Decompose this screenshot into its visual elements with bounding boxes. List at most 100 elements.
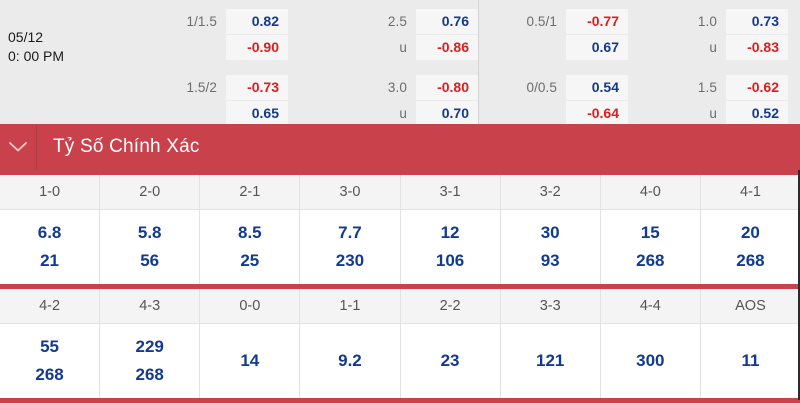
score-odds-value[interactable]: 5.8 — [137, 223, 162, 242]
score-block: 1-0 2-0 2-1 3-0 3-1 3-2 4-0 4-1 6.8 21 5.8 56 8.5 25 7… — [0, 170, 800, 284]
odds-value-button[interactable]: -0.73 — [226, 74, 288, 100]
score-odds-value[interactable]: 6.8 — [37, 223, 62, 242]
odds-value-button[interactable]: -0.83 — [726, 34, 788, 60]
match-time: 0: 00 PM — [8, 48, 65, 64]
score-odds-value[interactable]: 56 — [140, 251, 160, 270]
odds-block: 3.0 -0.80 u 0.70 — [288, 74, 478, 126]
score-odds-cell[interactable]: 300 — [601, 324, 701, 398]
score-odds-cell[interactable]: 5.8 56 — [100, 210, 201, 284]
score-odds-cell[interactable]: 55 268 — [0, 324, 101, 398]
score-column-header: 3-1 — [401, 175, 501, 209]
odds-row: u 0.70 — [288, 100, 478, 126]
score-odds-value[interactable]: 21 — [40, 251, 60, 270]
score-odds-cell[interactable]: 229 268 — [100, 324, 201, 398]
score-column-header: 1-1 — [300, 289, 401, 323]
score-odds-cell[interactable]: 15 268 — [601, 210, 701, 284]
odds-row: 0.5/1 -0.77 — [495, 8, 628, 34]
score-odds-value[interactable]: 106 — [435, 251, 465, 270]
score-odds-cell[interactable]: 11 — [701, 324, 800, 398]
odds-row: 1.5 -0.62 — [628, 74, 788, 100]
odds-row: u -0.86 — [288, 34, 478, 60]
odds-group-over-under-1: 2.5 0.76 u -0.86 3.0 -0.80 u 0.70 — [288, 0, 478, 126]
odds-line-label: u — [399, 39, 407, 55]
odds-value-button[interactable]: 0.76 — [416, 8, 478, 34]
score-odds-value[interactable]: 9.2 — [338, 351, 362, 370]
score-odds-value[interactable]: 121 — [536, 351, 565, 370]
score-odds-value[interactable]: 230 — [335, 251, 365, 270]
odds-row: u 0.52 — [628, 100, 788, 126]
score-column-header: 4-1 — [739, 184, 761, 200]
score-column-header: 2-0 — [100, 175, 201, 209]
odds-line-label: 1.5/2 — [186, 79, 217, 95]
score-column-header: 2-1 — [200, 175, 301, 209]
score-odds-value[interactable]: 12 — [440, 223, 460, 242]
odds-line-label: u — [709, 105, 717, 121]
odds-line-label: 1/1.5 — [186, 13, 217, 29]
odds-value-button[interactable]: -0.77 — [566, 8, 628, 34]
odds-block: 2.5 0.76 u -0.86 — [288, 8, 478, 60]
score-odds-value[interactable]: 7.7 — [338, 223, 362, 242]
score-odds-cell[interactable]: 6.8 21 — [0, 210, 101, 284]
odds-value-button[interactable]: 0.65 — [226, 100, 288, 126]
odds-value-button[interactable]: 0.54 — [566, 74, 628, 100]
score-odds-cell[interactable]: 7.7 230 — [300, 210, 401, 284]
odds-value-button[interactable]: 0.67 — [566, 34, 628, 60]
score-odds-cell[interactable]: 20 268 — [701, 210, 800, 284]
odds-block: 0/0.5 0.54 -0.64 — [495, 74, 628, 126]
score-odds-value[interactable]: 55 — [40, 337, 60, 356]
odds-groups: 1/1.5 0.82 -0.90 1.5/2 -0.73 0.65 2.5 0.76 u -0.8… — [150, 0, 800, 126]
score-odds-value[interactable]: 8.5 — [237, 223, 262, 242]
odds-line-label: 2.5 — [387, 13, 407, 29]
odds-row: 0/0.5 0.54 — [495, 74, 628, 100]
odds-line-label: u — [709, 39, 717, 55]
score-value-row: 55 268 229 268 14 9.2 23 121 300 11 — [0, 324, 800, 398]
odds-block: 1/1.5 0.82 -0.90 — [150, 8, 288, 60]
score-odds-value[interactable]: 268 — [35, 365, 64, 384]
score-odds-cell[interactable]: 121 — [501, 324, 601, 398]
odds-value-button[interactable]: 0.70 — [416, 100, 478, 126]
score-grid: 1-0 2-0 2-1 3-0 3-1 3-2 4-0 4-1 6.8 21 5.8 56 8.5 25 7… — [0, 170, 800, 403]
odds-group-over-under-2: 1.0 0.73 u -0.83 1.5 -0.62 u 0.52 — [628, 0, 788, 126]
score-odds-cell[interactable]: 12 106 — [401, 210, 501, 284]
score-odds-cell[interactable]: 23 — [401, 324, 501, 398]
odds-block: 1.5 -0.62 u 0.52 — [628, 74, 788, 126]
score-odds-value[interactable]: 14 — [240, 351, 260, 370]
score-block: 4-2 4-3 0-0 1-1 2-2 3-3 4-4 AOS 55 268 229 268 14 9.2… — [0, 284, 800, 403]
odds-value-button[interactable]: -0.62 — [726, 74, 788, 100]
odds-value-button[interactable]: 0.82 — [226, 8, 288, 34]
score-odds-value[interactable]: 93 — [540, 251, 560, 270]
odds-value-button[interactable]: -0.86 — [416, 34, 478, 60]
odds-block: 1.5/2 -0.73 0.65 — [150, 74, 288, 126]
odds-group-handicap-1: 1/1.5 0.82 -0.90 1.5/2 -0.73 0.65 — [150, 0, 288, 126]
correct-score-section-header[interactable]: Tỷ Số Chính Xác — [0, 124, 800, 170]
score-odds-value[interactable]: 20 — [740, 223, 760, 242]
odds-value-button[interactable]: 0.73 — [726, 8, 788, 34]
score-odds-value[interactable]: 300 — [636, 351, 665, 370]
odds-row: 0.67 — [495, 34, 628, 60]
score-odds-value[interactable]: 268 — [636, 251, 665, 270]
score-odds-value[interactable]: 23 — [440, 351, 460, 370]
score-odds-value[interactable]: 268 — [736, 251, 765, 270]
odds-value-button[interactable]: 0.52 — [726, 100, 788, 126]
score-odds-cell[interactable]: 9.2 — [300, 324, 401, 398]
score-odds-value[interactable]: 229 — [135, 337, 164, 356]
chevron-down-icon[interactable] — [0, 124, 36, 170]
score-odds-cell[interactable]: 30 93 — [501, 210, 601, 284]
odds-value-button[interactable]: -0.90 — [226, 34, 288, 60]
score-odds-cell[interactable]: 14 — [200, 324, 301, 398]
score-odds-value[interactable]: 11 — [741, 351, 760, 370]
odds-line-label: u — [399, 105, 407, 121]
odds-value-button[interactable]: -0.64 — [566, 100, 628, 126]
score-odds-value[interactable]: 30 — [540, 223, 560, 242]
score-odds-value[interactable]: 25 — [240, 251, 260, 270]
score-odds-value[interactable]: 15 — [640, 223, 660, 242]
score-column-header: 3-0 — [300, 175, 401, 209]
odds-value-button[interactable]: -0.80 — [416, 74, 478, 100]
score-odds-value[interactable]: 268 — [135, 365, 164, 384]
score-column-header: 4-0 — [601, 175, 701, 209]
odds-row: 1.0 0.73 — [628, 8, 788, 34]
odds-row: u -0.83 — [628, 34, 788, 60]
odds-panel: 05/12 0: 00 PM 1/1.5 0.82 -0.90 1.5/2 -0.73 0… — [0, 0, 800, 126]
score-odds-cell[interactable]: 8.5 25 — [200, 210, 301, 284]
odds-row: 0.65 — [150, 100, 288, 126]
